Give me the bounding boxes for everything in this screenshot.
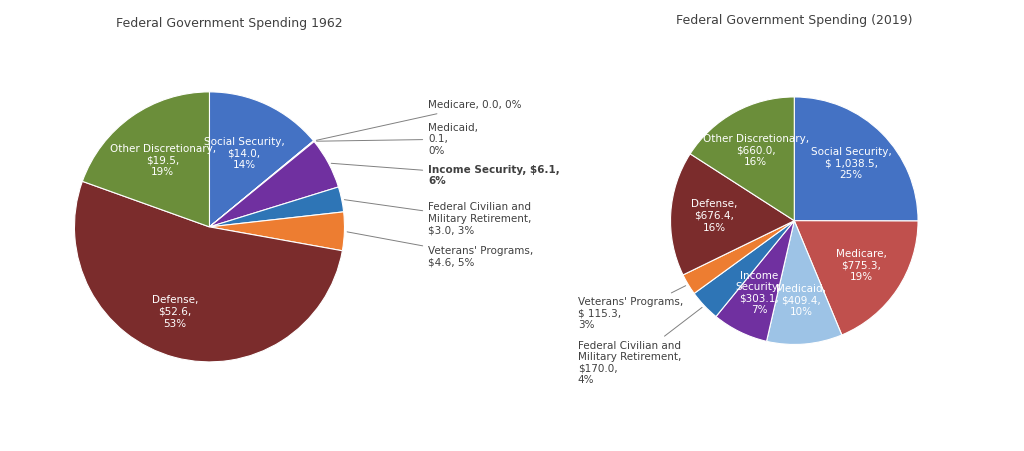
Text: Medicaid,
0.1,
0%: Medicaid, 0.1, 0% (316, 123, 478, 156)
Wedge shape (694, 221, 795, 317)
Wedge shape (795, 221, 919, 335)
Wedge shape (210, 141, 313, 227)
Text: Defense,
$52.6,
53%: Defense, $52.6, 53% (152, 295, 199, 328)
Text: Social Security,
$ 1,038.5,
25%: Social Security, $ 1,038.5, 25% (811, 147, 892, 180)
Text: Defense,
$676.4,
16%: Defense, $676.4, 16% (691, 199, 737, 233)
Text: Federal Civilian and
Military Retirement,
$170.0,
4%: Federal Civilian and Military Retirement… (578, 308, 702, 386)
Wedge shape (75, 181, 342, 362)
Text: Other Discretionary,
$19.5,
19%: Other Discretionary, $19.5, 19% (110, 144, 216, 177)
Wedge shape (683, 221, 795, 294)
Wedge shape (210, 142, 339, 227)
Text: Medicare,
$775.3,
19%: Medicare, $775.3, 19% (836, 249, 887, 282)
Text: Income
Security,
$303.1,
7%: Income Security, $303.1, 7% (735, 271, 782, 315)
Text: Medicare, 0.0, 0%: Medicare, 0.0, 0% (316, 101, 521, 140)
Wedge shape (82, 92, 210, 227)
Wedge shape (690, 97, 795, 221)
Text: Medicaid,
$409.4,
10%: Medicaid, $409.4, 10% (776, 284, 826, 318)
Text: Income Security, $6.1,
6%: Income Security, $6.1, 6% (331, 163, 560, 186)
Title: Federal Government Spending (2019): Federal Government Spending (2019) (676, 14, 912, 27)
Wedge shape (210, 141, 314, 227)
Wedge shape (671, 154, 795, 275)
Wedge shape (210, 92, 313, 227)
Text: Federal Civilian and
Military Retirement,
$3.0, 3%: Federal Civilian and Military Retirement… (344, 200, 531, 235)
Text: Veterans' Programs,
$4.6, 5%: Veterans' Programs, $4.6, 5% (347, 232, 534, 267)
Wedge shape (767, 221, 842, 345)
Title: Federal Government Spending 1962: Federal Government Spending 1962 (117, 17, 343, 30)
Wedge shape (210, 212, 344, 251)
Text: Other Discretionary,
$660.0,
16%: Other Discretionary, $660.0, 16% (702, 133, 809, 167)
Text: Veterans' Programs,
$ 115.3,
3%: Veterans' Programs, $ 115.3, 3% (578, 285, 686, 330)
Text: Social Security,
$14.0,
14%: Social Security, $14.0, 14% (204, 137, 285, 170)
Wedge shape (210, 187, 344, 227)
Wedge shape (716, 221, 795, 341)
Wedge shape (795, 97, 919, 221)
